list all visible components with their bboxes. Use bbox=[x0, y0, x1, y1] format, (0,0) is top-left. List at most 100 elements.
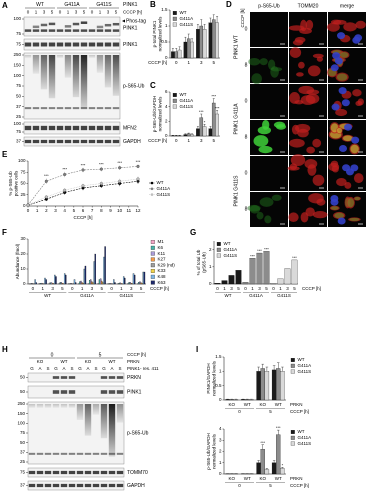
x-axis-label: CCCP [h] bbox=[302, 286, 321, 291]
mw-marker: 25 bbox=[20, 459, 26, 464]
group-label: 5 bbox=[269, 409, 272, 414]
bar bbox=[139, 281, 141, 285]
blot-name: PRKN bbox=[127, 375, 141, 381]
ub-signal bbox=[271, 194, 282, 201]
band bbox=[88, 29, 96, 32]
x-axis-label: CCCP [h] bbox=[290, 409, 309, 414]
blot-name: PINK1 bbox=[123, 42, 138, 48]
x-tick-label: WT bbox=[275, 402, 282, 407]
arrow bbox=[122, 19, 125, 23]
bar bbox=[98, 279, 101, 285]
x-tick-label: 7 bbox=[91, 208, 94, 213]
legend-label: G411A bbox=[180, 98, 194, 103]
x-tick-label: 0 bbox=[175, 138, 178, 143]
x-tick-label: 1 bbox=[187, 60, 190, 65]
y-axis-label: normalized levels bbox=[212, 433, 217, 469]
blot-name: p-S65-Ub bbox=[127, 430, 149, 436]
band bbox=[108, 483, 116, 488]
x-axis-label: CCCP [h] bbox=[74, 215, 93, 220]
lane-label: S bbox=[118, 366, 121, 371]
bar bbox=[80, 280, 82, 285]
ub-signal bbox=[256, 211, 264, 220]
mito-signal bbox=[304, 159, 318, 169]
bar bbox=[54, 274, 56, 285]
mw-marker: 75 bbox=[16, 83, 22, 88]
smear bbox=[44, 404, 52, 408]
band bbox=[108, 390, 116, 394]
mw-marker: 75 bbox=[16, 31, 22, 36]
lane-label: A bbox=[62, 366, 65, 371]
bar bbox=[291, 259, 298, 285]
legend-label: G411A bbox=[224, 247, 238, 252]
legend-swatch bbox=[172, 98, 177, 103]
band bbox=[64, 25, 72, 28]
nucleus bbox=[334, 57, 343, 65]
mw-marker: 250 bbox=[13, 52, 21, 57]
group-label: WT bbox=[61, 359, 68, 364]
legend-swatch bbox=[150, 245, 155, 250]
x-tick-label: 1 bbox=[36, 208, 39, 213]
panel-label: C bbox=[150, 81, 156, 90]
x-tick-label: 0 bbox=[216, 286, 219, 291]
y-tick-label: 1 bbox=[219, 460, 222, 465]
legend-swatch bbox=[172, 16, 177, 21]
legend-label: G411S bbox=[180, 22, 194, 27]
band bbox=[92, 470, 100, 475]
bar bbox=[40, 282, 43, 285]
lane-label: G bbox=[102, 366, 106, 371]
band bbox=[108, 452, 116, 455]
bar bbox=[81, 282, 83, 285]
nucleus bbox=[337, 32, 346, 40]
mw-marker: 75 bbox=[16, 42, 22, 47]
y-tick-label: 1 bbox=[209, 264, 212, 269]
bar bbox=[263, 251, 270, 285]
bar bbox=[280, 468, 285, 475]
legend-label: G411A bbox=[157, 186, 171, 191]
band bbox=[100, 470, 108, 475]
y-tick-label: 2 bbox=[209, 247, 212, 252]
legend-label: G411A bbox=[298, 435, 312, 440]
smear bbox=[88, 55, 96, 59]
band bbox=[56, 125, 64, 131]
mito-signal bbox=[353, 173, 364, 184]
y-tick-label: 20 bbox=[20, 251, 26, 256]
micrograph bbox=[250, 12, 288, 47]
band bbox=[36, 452, 44, 455]
x-tick-label: 1 bbox=[279, 286, 282, 291]
time-label: 8 bbox=[245, 62, 248, 68]
mito-signal bbox=[294, 36, 306, 43]
bar bbox=[186, 133, 191, 137]
ub-signal bbox=[273, 121, 286, 128]
band bbox=[44, 470, 52, 475]
panel-label: A bbox=[2, 1, 8, 10]
x-tick-label: 3 bbox=[91, 286, 94, 291]
bar bbox=[264, 469, 270, 475]
bar bbox=[93, 261, 95, 285]
x-tick-label: WT bbox=[244, 402, 251, 407]
legend-swatch bbox=[216, 247, 221, 252]
legend-label: G411S bbox=[298, 441, 312, 446]
mw-marker: 100 bbox=[13, 121, 21, 126]
bar bbox=[264, 371, 270, 401]
ub-signal bbox=[258, 145, 273, 154]
bar bbox=[186, 38, 191, 59]
x-tick-label: 5 bbox=[61, 286, 64, 291]
bar bbox=[256, 371, 261, 401]
bar bbox=[124, 277, 126, 285]
band bbox=[112, 22, 120, 26]
bar bbox=[277, 278, 284, 285]
bar bbox=[183, 41, 188, 59]
band bbox=[32, 107, 40, 110]
mw-marker: 100 bbox=[13, 73, 21, 78]
x-tick-label: 0 bbox=[110, 286, 113, 291]
row-label: PINK1 G411S bbox=[233, 175, 239, 207]
header-label: CCCP [h] bbox=[123, 10, 142, 15]
band bbox=[76, 452, 84, 455]
blot bbox=[23, 16, 121, 37]
band bbox=[112, 29, 120, 32]
point bbox=[44, 195, 48, 199]
y-axis-label: normalized levels bbox=[158, 16, 163, 52]
band bbox=[72, 42, 80, 47]
bar bbox=[92, 282, 94, 285]
mito-signal bbox=[297, 128, 309, 138]
